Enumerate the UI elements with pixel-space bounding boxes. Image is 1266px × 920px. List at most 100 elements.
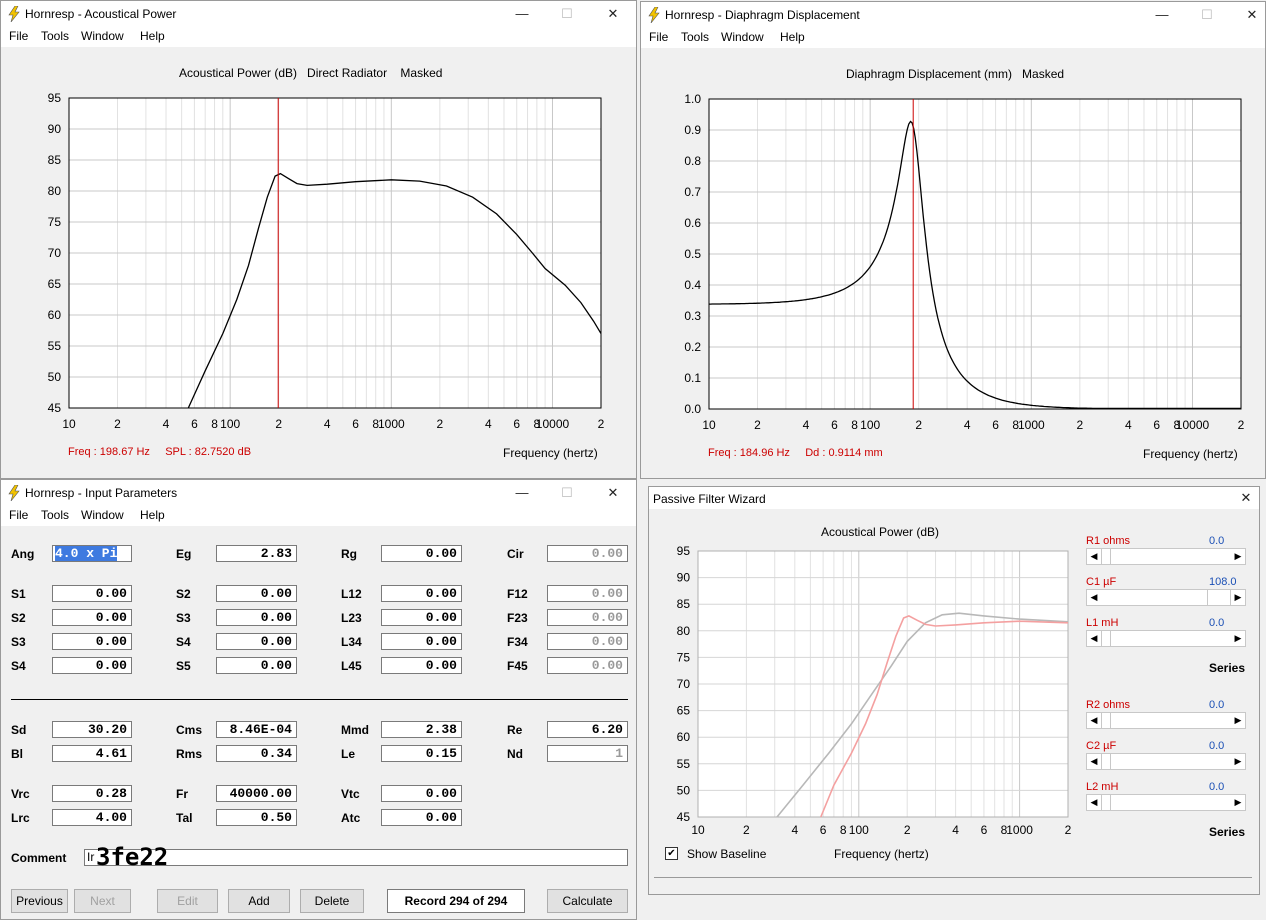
param-field-s-mid-2[interactable]: 0.00: [216, 633, 297, 650]
param-field-vrc-4[interactable]: 0.50: [216, 809, 297, 826]
slider-track[interactable]: ◀ ▶: [1086, 794, 1246, 811]
title-bar[interactable]: Hornresp - Input Parameters — ☐ ✕: [1, 480, 636, 506]
minimize-icon[interactable]: —: [515, 6, 529, 21]
slider-left-arrow-icon[interactable]: ◀: [1090, 633, 1098, 643]
param-field-rg[interactable]: 0.00: [381, 545, 462, 562]
param-field-s-left-3[interactable]: 0.00: [52, 657, 132, 674]
menu-help[interactable]: Help: [140, 508, 165, 522]
slider-track[interactable]: ◀ ▶: [1086, 712, 1246, 729]
slider-left-arrow-icon[interactable]: ◀: [1090, 797, 1098, 807]
param-field-s-mid-3[interactable]: 0.00: [216, 657, 297, 674]
title-bar[interactable]: Hornresp - Diaphragm Displacement — ☐ ✕: [641, 2, 1265, 28]
menu-window[interactable]: Window: [81, 508, 124, 522]
param-field-s-left-2[interactable]: 0.00: [52, 633, 132, 650]
param-label-s-left-0: S1: [11, 587, 26, 601]
add-button[interactable]: Add: [228, 889, 290, 913]
slider-thumb[interactable]: [1101, 549, 1111, 564]
param-field-ang[interactable]: 4.0 x Pi: [52, 545, 132, 562]
param-field-driver-2[interactable]: 2.38: [381, 721, 462, 738]
param-field-vrc-2[interactable]: 0.00: [381, 785, 462, 802]
menu-help[interactable]: Help: [140, 29, 165, 43]
slider-thumb[interactable]: [1101, 754, 1111, 769]
slider-track[interactable]: ◀ ▶: [1086, 589, 1246, 606]
title-bar[interactable]: Hornresp - Acoustical Power — ☐ ✕: [1, 1, 636, 27]
slider-left-arrow-icon[interactable]: ◀: [1090, 715, 1098, 725]
slider-right-arrow-icon[interactable]: ▶: [1234, 551, 1242, 561]
show-baseline-checkbox[interactable]: ✔: [665, 847, 678, 860]
previous-button[interactable]: Previous: [11, 889, 68, 913]
param-field-vrc-5[interactable]: 0.00: [381, 809, 462, 826]
menu-window[interactable]: Window: [721, 30, 764, 44]
slider-right-arrow-icon[interactable]: ▶: [1234, 797, 1242, 807]
slider-right-arrow-icon[interactable]: ▶: [1234, 715, 1242, 725]
param-field-s-mid-0[interactable]: 0.00: [216, 585, 297, 602]
param-field-l-1[interactable]: 0.00: [381, 609, 462, 626]
menu-file[interactable]: File: [9, 508, 29, 522]
param-field-s-mid-1[interactable]: 0.00: [216, 609, 297, 626]
show-baseline-label[interactable]: Show Baseline: [687, 847, 767, 861]
close-icon[interactable]: ✕: [1240, 490, 1252, 505]
calculate-button[interactable]: Calculate: [547, 889, 628, 913]
slider-right-arrow-icon[interactable]: ▶: [1234, 756, 1242, 766]
maximize-icon[interactable]: ☐: [561, 6, 573, 21]
close-icon[interactable]: ✕: [607, 485, 619, 500]
param-field-driver-7[interactable]: 1: [547, 745, 628, 762]
menu-window[interactable]: Window: [81, 29, 124, 43]
comment-field[interactable]: Ir: [84, 849, 628, 866]
slider-left-arrow-icon[interactable]: ◀: [1090, 592, 1098, 602]
param-field-driver-1[interactable]: 8.46E-04: [216, 721, 297, 738]
param-field-s-left-0[interactable]: 0.00: [52, 585, 132, 602]
param-field-driver-0[interactable]: 30.20: [52, 721, 132, 738]
param-label-vrc-2: Vtc: [341, 787, 360, 801]
param-field-driver-6[interactable]: 0.15: [381, 745, 462, 762]
param-field-s-left-1[interactable]: 0.00: [52, 609, 132, 626]
slider-thumb[interactable]: [1101, 631, 1111, 646]
param-field-l-3[interactable]: 0.00: [381, 657, 462, 674]
slider-track[interactable]: ◀ ▶: [1086, 630, 1246, 647]
param-field-cir[interactable]: 0.00: [547, 545, 628, 562]
param-field-driver-4[interactable]: 4.61: [52, 745, 132, 762]
param-field-vrc-1[interactable]: 40000.00: [216, 785, 297, 802]
param-field-vrc-0[interactable]: 0.28: [52, 785, 132, 802]
menu-file[interactable]: File: [9, 29, 29, 43]
close-icon[interactable]: ✕: [607, 6, 619, 21]
param-field-driver-5[interactable]: 0.34: [216, 745, 297, 762]
delete-button[interactable]: Delete: [300, 889, 364, 913]
slider-left-arrow-icon[interactable]: ◀: [1090, 756, 1098, 766]
menu-tools[interactable]: Tools: [41, 29, 70, 43]
maximize-icon[interactable]: ☐: [1201, 7, 1213, 22]
menu-file[interactable]: File: [649, 30, 669, 44]
param-field-l-0[interactable]: 0.00: [381, 585, 462, 602]
title-bar[interactable]: Passive Filter Wizard ✕: [649, 487, 1259, 509]
slider-right-arrow-icon[interactable]: ▶: [1234, 592, 1242, 602]
param-field-f-0[interactable]: 0.00: [547, 585, 628, 602]
param-field-f-3[interactable]: 0.00: [547, 657, 628, 674]
slider-track[interactable]: ◀ ▶: [1086, 548, 1246, 565]
slider-thumb[interactable]: [1206, 590, 1231, 605]
param-field-f-2[interactable]: 0.00: [547, 633, 628, 650]
slider-left-arrow-icon[interactable]: ◀: [1090, 551, 1098, 561]
slider-right-arrow-icon[interactable]: ▶: [1234, 633, 1242, 643]
next-button[interactable]: Next: [74, 889, 131, 913]
maximize-icon[interactable]: ☐: [561, 485, 573, 500]
x-tick-label: 6: [820, 823, 827, 837]
param-field-driver-3[interactable]: 6.20: [547, 721, 628, 738]
param-field-f-1[interactable]: 0.00: [547, 609, 628, 626]
minimize-icon[interactable]: —: [515, 485, 529, 500]
close-icon[interactable]: ✕: [1246, 7, 1258, 22]
minimize-icon[interactable]: —: [1155, 7, 1169, 22]
diaphragm-displacement-plot[interactable]: 1.00.90.80.70.60.50.40.30.20.10.010 2 4 6 8 1…: [641, 2, 1266, 479]
menu-help[interactable]: Help: [780, 30, 805, 44]
slider-thumb[interactable]: [1101, 795, 1111, 810]
param-field-vrc-3[interactable]: 4.00: [52, 809, 132, 826]
menu-tools[interactable]: Tools: [681, 30, 710, 44]
param-field-l-2[interactable]: 0.00: [381, 633, 462, 650]
slider-thumb[interactable]: [1101, 713, 1111, 728]
param-field-eg[interactable]: 2.83: [216, 545, 297, 562]
slider-track[interactable]: ◀ ▶: [1086, 753, 1246, 770]
slider-label: L2 mH: [1086, 781, 1119, 793]
menu-tools[interactable]: Tools: [41, 508, 70, 522]
edit-button[interactable]: Edit: [157, 889, 218, 913]
